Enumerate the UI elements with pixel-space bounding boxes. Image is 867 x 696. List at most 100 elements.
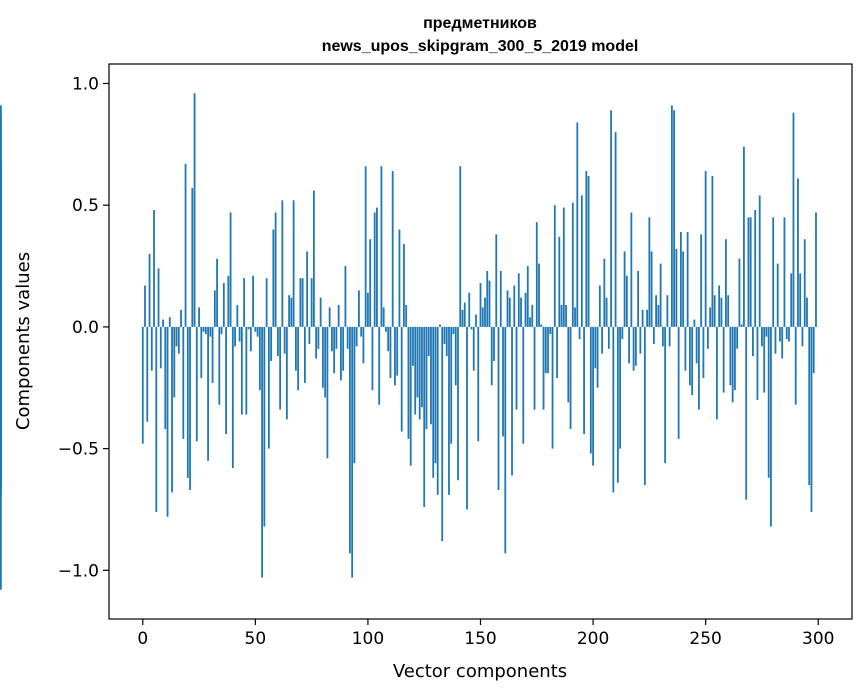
bar-34 (218, 326, 221, 405)
bar-188 (565, 304, 567, 327)
bar-177 (540, 324, 543, 327)
bar-268 (745, 326, 748, 500)
bar-293 (801, 326, 804, 347)
bar-87 (337, 304, 340, 327)
bar-230 (659, 263, 662, 327)
bar-78 (317, 326, 320, 349)
bar-258 (722, 326, 725, 393)
bar-169 (522, 326, 525, 444)
bar-180 (547, 326, 549, 374)
x-tick-label: 100 (352, 629, 384, 649)
bar-270 (749, 217, 752, 327)
bar-234 (668, 326, 671, 347)
y-tick-label: 0.0 (72, 318, 99, 338)
bar-0 (141, 326, 144, 444)
bar-82 (326, 326, 329, 459)
bar-245 (693, 319, 696, 327)
bar-97 (360, 326, 363, 337)
bar-255 (716, 326, 718, 420)
bar-282 (776, 263, 779, 327)
bar-33 (216, 258, 218, 327)
bar-58 (272, 229, 275, 327)
bar-72 (303, 326, 306, 383)
bar-51 (256, 326, 259, 337)
bar-266 (740, 324, 743, 327)
bar-250 (704, 171, 707, 327)
bar-218 (632, 326, 635, 371)
bar-undefined (0, 326, 2, 456)
bar-274 (758, 195, 761, 327)
bar-117 (405, 304, 408, 327)
bar-231 (661, 326, 664, 347)
bar-278 (767, 326, 770, 478)
bar-172 (529, 317, 531, 327)
bar-154 (488, 280, 491, 327)
bar-31 (211, 326, 214, 383)
bar-2 (146, 326, 149, 422)
bar-199 (589, 326, 592, 454)
bar-195 (580, 195, 583, 327)
x-tick-label: 300 (802, 629, 834, 649)
bar-19 (184, 163, 187, 327)
bar-215 (625, 275, 628, 327)
bar-84 (331, 326, 333, 352)
bar-222 (641, 309, 644, 327)
bar-196 (583, 326, 585, 434)
bar-139 (454, 326, 457, 386)
bar-176 (538, 263, 540, 327)
bar-67 (292, 200, 295, 327)
bar-239 (679, 231, 682, 327)
bar-209 (612, 326, 615, 493)
y-tick-label: −1.0 (58, 561, 99, 581)
bar-44 (240, 326, 243, 415)
bar-181 (549, 326, 552, 335)
bar-133 (441, 326, 444, 542)
bar-99 (364, 166, 367, 327)
bar-116 (403, 244, 405, 327)
x-tick-label: 150 (464, 629, 496, 649)
bar-90 (344, 266, 347, 327)
bar-267 (743, 146, 745, 327)
bar-281 (774, 326, 777, 354)
bar-86 (335, 326, 338, 349)
bar-287 (788, 326, 790, 342)
bar-16 (177, 326, 180, 354)
bar-220 (637, 270, 640, 327)
bar-288 (790, 273, 793, 327)
bar-262 (731, 326, 734, 403)
bar-81 (324, 326, 327, 398)
bar-227 (652, 326, 655, 344)
bar-211 (616, 326, 619, 483)
bar-264 (736, 326, 739, 349)
bar-89 (342, 326, 345, 371)
bar-192 (574, 307, 576, 327)
bar-120 (412, 326, 414, 366)
bar-102 (371, 326, 374, 391)
bar-248 (700, 234, 703, 327)
bar-71 (301, 278, 304, 327)
bar-152 (484, 297, 486, 327)
bar-42 (236, 304, 239, 327)
bar-198 (587, 175, 590, 327)
bar-168 (520, 297, 522, 327)
ticks-group: 0 50 100 150 200 250 300 1.0 0.5 0.0 −0.5 −1.0 (58, 74, 835, 649)
bar-56 (267, 326, 270, 449)
bar-113 (396, 326, 399, 376)
bar-20 (186, 326, 189, 478)
bar-137 (450, 326, 453, 444)
bar-290 (794, 326, 797, 405)
bar-91 (346, 326, 349, 349)
bar-80 (321, 326, 324, 388)
bar-105 (378, 326, 381, 405)
bar-32 (213, 290, 216, 327)
bar-142 (461, 309, 464, 327)
bar-277 (765, 326, 768, 337)
bar-251 (707, 326, 709, 349)
bar-28 (204, 326, 207, 335)
bar-26 (200, 326, 203, 379)
bar-265 (738, 258, 741, 327)
bar-148 (475, 314, 477, 327)
bar-153 (486, 270, 489, 327)
bar-25 (198, 307, 200, 327)
